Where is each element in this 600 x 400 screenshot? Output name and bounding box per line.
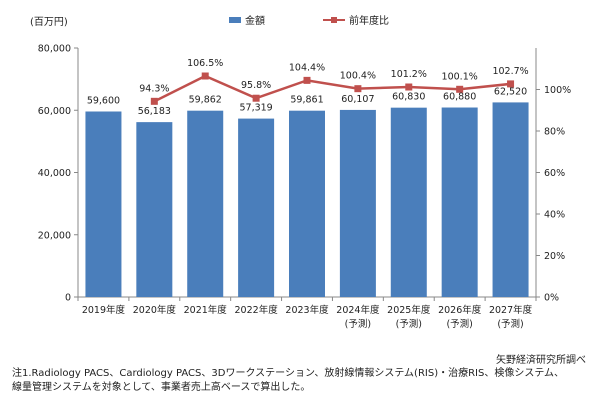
y-right-tick-label: 80%	[544, 127, 565, 138]
x-tick-label: 2024年度	[336, 304, 380, 316]
y-left-tick-label: 60,000	[38, 106, 71, 117]
bar	[390, 107, 427, 297]
axes: 0 20,000 40,000 60,000 80,000 0% 20% 40% 60% 80% 1…	[38, 44, 571, 331]
ratio-value-label: 102.7%	[492, 66, 528, 77]
ratio-point	[354, 85, 362, 93]
ratio-value-label: 104.4%	[289, 62, 325, 73]
x-tick-label: (予測)	[345, 318, 371, 330]
ratio-point	[303, 76, 311, 84]
x-tick-label: 2025年度	[387, 304, 431, 316]
y-right-tick-label: 0%	[544, 293, 559, 304]
ratio-value-label: 100.4%	[340, 71, 376, 82]
y-right-tick-label: 20%	[544, 251, 565, 262]
legend-item-ratio: 前年度比	[323, 12, 389, 27]
bar-value-label: 59,862	[189, 95, 222, 106]
y-left-tick-label: 80,000	[38, 44, 71, 55]
ratio-value-label: 101.2%	[391, 69, 427, 80]
x-tick-label: 2027年度	[489, 304, 533, 316]
bar-value-label: 56,183	[138, 106, 171, 117]
footnote-line: 注1.Radiology PACS、Cardiology PACS、3Dワークス…	[12, 368, 565, 379]
bar	[187, 110, 224, 297]
bar	[136, 122, 173, 298]
bar	[492, 102, 529, 298]
ratio-point	[150, 97, 158, 105]
ratio-point	[507, 80, 515, 88]
footnote-line: 線量管理システムを対象として、事業者売上高ベースで算出した。	[12, 382, 311, 393]
bar-value-label: 60,880	[443, 92, 476, 103]
ratio-value-label: 100.1%	[442, 71, 478, 82]
legend-bar-swatch	[229, 16, 241, 23]
bar	[441, 107, 478, 297]
ratio-point	[456, 85, 464, 93]
y-left-tick-label: 20,000	[38, 230, 71, 241]
x-tick-label: 2026年度	[438, 304, 482, 316]
footnote: 注1.Radiology PACS、Cardiology PACS、3Dワークス…	[12, 367, 592, 395]
bar	[238, 118, 275, 298]
bar-value-label: 59,600	[87, 95, 120, 106]
ratio-point	[405, 83, 413, 91]
y-left-tick-label: 0	[65, 293, 71, 304]
bar	[85, 111, 122, 298]
x-tick-label: (予測)	[446, 318, 472, 330]
y-right-tick-label: 100%	[544, 85, 571, 96]
ratio-value-label: 94.3%	[139, 83, 169, 94]
legend-amount-label: 金額	[245, 16, 265, 27]
legend-ratio-label: 前年度比	[349, 16, 389, 27]
bar-series	[85, 102, 529, 298]
x-tick-label: (予測)	[396, 318, 422, 330]
y-right-tick-label: 60%	[544, 168, 565, 179]
bar-value-label: 60,830	[392, 92, 425, 103]
bar-value-label: 57,319	[239, 103, 272, 114]
x-tick-label: (予測)	[497, 318, 523, 330]
ratio-line-series	[150, 72, 515, 105]
ratio-value-label: 106.5%	[187, 58, 223, 69]
legend: 金額 前年度比	[229, 12, 447, 27]
ratio-line	[153, 74, 511, 103]
ratio-value-label: 95.8%	[241, 80, 271, 91]
source-credit: 矢野経済研究所調べ	[496, 355, 586, 366]
x-tick-label: 2022年度	[235, 304, 279, 316]
legend-item-amount: 金額	[229, 12, 265, 27]
bar	[339, 109, 376, 297]
x-tick-label: 2021年度	[184, 304, 228, 316]
x-tick-label: 2023年度	[285, 304, 329, 316]
bar	[289, 110, 325, 297]
x-tick-label: 2019年度	[82, 304, 126, 316]
x-tick-label: 2020年度	[133, 304, 177, 316]
bar-value-label: 60,107	[341, 94, 374, 105]
y-axis-unit-label: (百万円)	[30, 17, 68, 28]
y-right-tick-label: 40%	[544, 210, 565, 221]
y-left-tick-label: 40,000	[38, 168, 71, 179]
data-labels: 59,600 56,183 59,862 57,319 59,861 60,107 60,8…	[87, 58, 529, 117]
ratio-point	[252, 94, 260, 102]
bar-value-label: 62,520	[494, 86, 527, 97]
ratio-point	[201, 72, 209, 80]
legend-line-swatch	[323, 15, 345, 25]
bar-value-label: 59,861	[290, 95, 323, 106]
